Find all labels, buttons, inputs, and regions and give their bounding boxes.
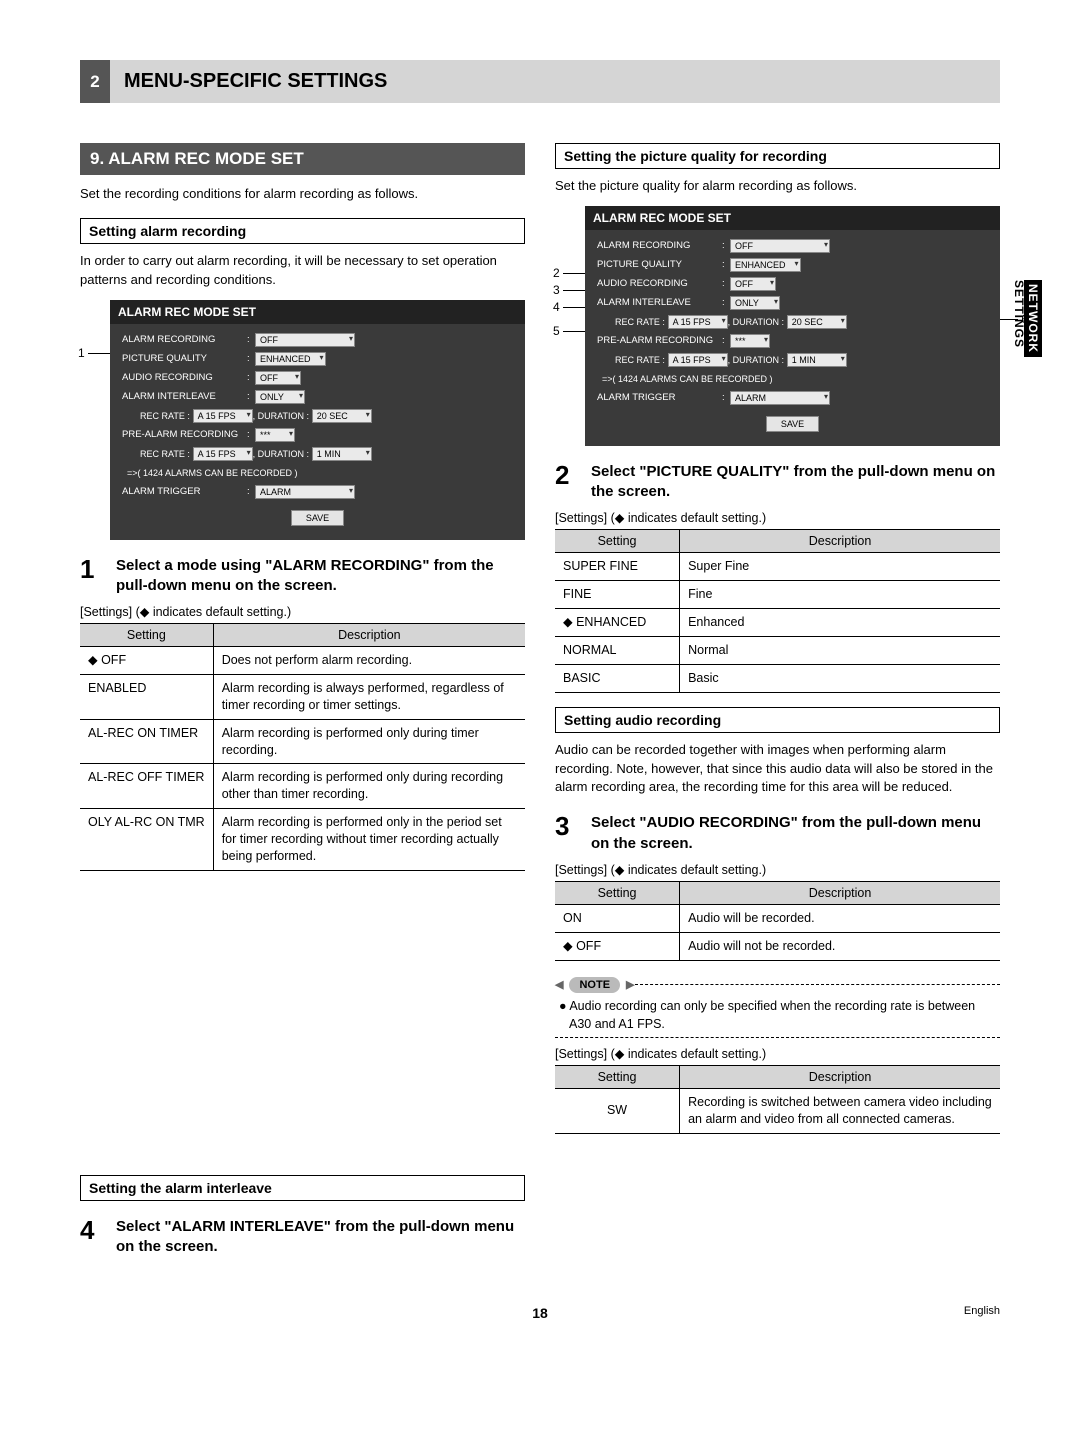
ss-recrate-dd[interactable]: A 15 FPS [193, 409, 253, 423]
callout-4: 4 [553, 300, 560, 314]
table-3: SettingDescription ONAudio will be recor… [555, 881, 1000, 961]
step-4: 4 Select "ALARM INTERLEAVE" from the pul… [80, 1217, 525, 1258]
sub-audio-text: Audio can be recorded together with imag… [555, 741, 1000, 798]
ss-dur-label: , DURATION : [253, 411, 309, 421]
t1-r3-d: Alarm recording is performed only during… [213, 764, 525, 809]
table2-caption: [Settings] (◆ indicates default setting.… [555, 510, 1000, 525]
section-title: 9. ALARM REC MODE SET [80, 143, 525, 175]
table1-caption: [Settings] (◆ indicates default setting.… [80, 604, 525, 619]
table3-caption: [Settings] (◆ indicates default setting.… [555, 862, 1000, 877]
ss-dur2-label: , DURATION : [253, 449, 309, 459]
table4-caption: [Settings] (◆ indicates default setting.… [555, 1046, 1000, 1061]
t1-r3-s: AL-REC OFF TIMER [80, 764, 213, 809]
callout-3: 3 [553, 283, 560, 297]
subheading-picture-quality: Setting the picture quality for recordin… [555, 143, 1000, 169]
t1-r4-s: OLY AL-RC ON TMR [80, 809, 213, 871]
screenshot1-wrap: 1 ALARM REC MODE SET ALARM RECORDING:OFF… [80, 300, 525, 540]
ss-alarm-interleave-dd[interactable]: ONLY [255, 390, 305, 404]
chapter-title: MENU-SPECIFIC SETTINGS [110, 60, 1000, 103]
page-footer: 18 English [80, 1305, 1000, 1321]
table-2: SettingDescription SUPER FINESuper Fine … [555, 529, 1000, 692]
note-arrow-right-icon: ▶ [626, 978, 634, 991]
t1-r1-d: Alarm recording is always performed, reg… [213, 674, 525, 719]
section-intro: Set the recording conditions for alarm r… [80, 185, 525, 204]
subheading-audio: Setting audio recording [555, 707, 1000, 733]
ss-note: =>( 1424 ALARMS CAN BE RECORDED ) [122, 465, 513, 481]
screenshot2-wrap: 2 3 4 5 6 ALARM REC MODE SET ALARM RECOR… [555, 206, 1000, 446]
t1-r2-d: Alarm recording is performed only during… [213, 719, 525, 764]
step-4-num: 4 [80, 1217, 106, 1258]
callout-5: 5 [553, 324, 560, 338]
page-number: 18 [532, 1305, 548, 1321]
t1-r2-s: AL-REC ON TIMER [80, 719, 213, 764]
step-4-text: Select "ALARM INTERLEAVE" from the pull-… [116, 1217, 525, 1258]
step-2: 2 Select "PICTURE QUALITY" from the pull… [555, 462, 1000, 503]
table-1: SettingDescription ◆ OFFDoes not perform… [80, 623, 525, 871]
step-2-num: 2 [555, 462, 581, 503]
ss-save-btn[interactable]: SAVE [291, 510, 344, 526]
note-arrow-left-icon: ◀ [555, 978, 563, 991]
subheading-interleave: Setting the alarm interleave [80, 1175, 525, 1201]
note-badge: NOTE [569, 977, 620, 993]
screenshot2-title: ALARM REC MODE SET [585, 206, 1000, 230]
note-dash-line [635, 984, 1001, 985]
footer-language: English [964, 1305, 1000, 1317]
chapter-number: 2 [80, 60, 110, 103]
right-column: Setting the picture quality for recordin… [555, 143, 1000, 1265]
ss-picture-quality-label: PICTURE QUALITY [122, 353, 247, 364]
subheading-alarm-recording: Setting alarm recording [80, 218, 525, 244]
step-1-text: Select a mode using "ALARM RECORDING" fr… [116, 556, 525, 597]
manual-page: 2 MENU-SPECIFIC SETTINGS NETWORK SETTING… [0, 0, 1080, 1361]
note-box: ◀ NOTE ▶ ● Audio recording can only be s… [555, 977, 1000, 1038]
table-4: SettingDescription SWRecording is switch… [555, 1065, 1000, 1134]
ss-audio-recording-label: AUDIO RECORDING [122, 372, 247, 383]
ss-prealarm-label: PRE-ALARM RECORDING [122, 429, 247, 440]
t1-r1-s: ENABLED [80, 674, 213, 719]
ss-dur-dd[interactable]: 20 SEC [312, 409, 372, 423]
t1-h-setting: Setting [80, 624, 213, 647]
ss-alarm-trigger-dd[interactable]: ALARM [255, 485, 355, 499]
ss-recrate2-label: REC RATE : [140, 449, 190, 459]
step-2-text: Select "PICTURE QUALITY" from the pull-d… [591, 462, 1000, 503]
left-column: 9. ALARM REC MODE SET Set the recording … [80, 143, 525, 1265]
ss-audio-recording-dd[interactable]: OFF [255, 371, 301, 385]
ss-dur2-dd[interactable]: 1 MIN [312, 447, 372, 461]
step-1-num: 1 [80, 556, 106, 597]
sub-alarm-rec-text: In order to carry out alarm recording, i… [80, 252, 525, 290]
ss-recrate2-dd[interactable]: A 15 FPS [193, 447, 253, 461]
screenshot-1: ALARM REC MODE SET ALARM RECORDING:OFF P… [110, 300, 525, 540]
ss-alarm-interleave-label: ALARM INTERLEAVE [122, 391, 247, 402]
ss-alarm-trigger-label: ALARM TRIGGER [122, 486, 247, 497]
chapter-header: 2 MENU-SPECIFIC SETTINGS [80, 60, 1000, 103]
callout-2: 2 [553, 266, 560, 280]
callout-1: 1 [78, 346, 85, 360]
screenshot1-title: ALARM REC MODE SET [110, 300, 525, 324]
screenshot-2: ALARM REC MODE SET ALARM RECORDING:OFF P… [585, 206, 1000, 446]
spacer [80, 871, 525, 1161]
note-body: ● Audio recording can only be specified … [555, 993, 1000, 1037]
t1-h-desc: Description [213, 624, 525, 647]
ss-alarm-recording-label: ALARM RECORDING [122, 334, 247, 345]
step-3-text: Select "AUDIO RECORDING" from the pull-d… [591, 813, 1000, 854]
ss-recrate-label: REC RATE : [140, 411, 190, 421]
sub-picture-quality-text: Set the picture quality for alarm record… [555, 177, 1000, 196]
t1-r0-d: Does not perform alarm recording. [213, 647, 525, 675]
ss-alarm-recording-dd[interactable]: OFF [255, 333, 355, 347]
content-columns: 9. ALARM REC MODE SET Set the recording … [80, 143, 1000, 1265]
step-1: 1 Select a mode using "ALARM RECORDING" … [80, 556, 525, 597]
step-3: 3 Select "AUDIO RECORDING" from the pull… [555, 813, 1000, 854]
t1-r0-s: ◆ OFF [80, 647, 213, 675]
ss-picture-quality-dd[interactable]: ENHANCED [255, 352, 326, 366]
ss-prealarm-dd[interactable]: *** [255, 428, 295, 442]
t1-r4-d: Alarm recording is performed only in the… [213, 809, 525, 871]
step-3-num: 3 [555, 813, 581, 854]
callout-6: 6 [1021, 312, 1028, 326]
